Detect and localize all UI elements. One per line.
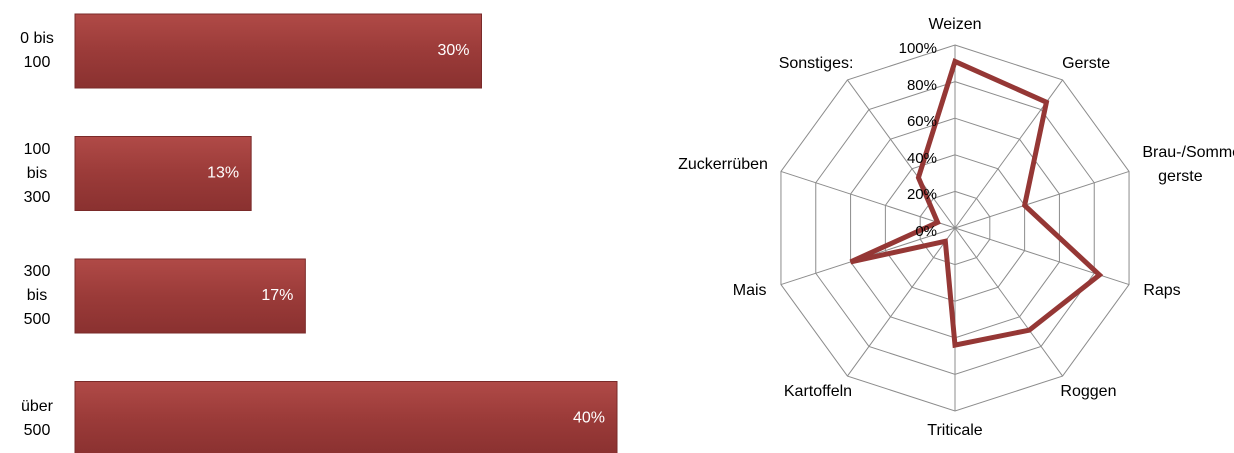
bar bbox=[74, 258, 306, 334]
value-label: 13% bbox=[207, 165, 239, 182]
value-label: 40% bbox=[573, 410, 605, 427]
category-label: über 500 bbox=[20, 397, 54, 439]
value-label: 17% bbox=[261, 287, 293, 304]
category-label: Gerste bbox=[1062, 54, 1111, 72]
category-label: Kartoffeln bbox=[783, 383, 853, 401]
r-tick-label: 20% bbox=[906, 186, 937, 204]
spoke bbox=[954, 170, 1130, 229]
r-tick-label: 80% bbox=[906, 76, 937, 94]
category-label: Weizen bbox=[928, 16, 982, 33]
category-label: Triticale bbox=[927, 422, 983, 439]
r-tick-label: 100% bbox=[898, 40, 937, 57]
category-label: Raps bbox=[1143, 281, 1181, 299]
category-label: Brau-/Sommer-gerste bbox=[1142, 144, 1234, 186]
category-label: Sonstiges: bbox=[778, 54, 854, 72]
category-label: Zuckerrüben bbox=[678, 156, 768, 174]
category-label: 300 bis 500 bbox=[23, 263, 51, 328]
bar bbox=[74, 13, 482, 89]
bar bbox=[74, 381, 618, 453]
r-tick-label: 0% bbox=[915, 223, 937, 240]
spoke bbox=[780, 170, 956, 229]
category-label: 0 bis 100 bbox=[20, 30, 54, 71]
spoke bbox=[847, 227, 956, 377]
spoke bbox=[954, 227, 1063, 377]
bar bbox=[74, 136, 252, 211]
category-label: Roggen bbox=[1060, 383, 1117, 401]
spoke bbox=[847, 79, 956, 229]
radar-line bbox=[849, 58, 1104, 349]
category-label: Mais bbox=[732, 281, 767, 299]
r-tick-label: 40% bbox=[906, 149, 937, 167]
r-tick-label: 60% bbox=[906, 113, 937, 131]
category-label: 100 bis 300 bbox=[23, 140, 51, 206]
value-label: 30% bbox=[437, 42, 469, 59]
spoke bbox=[954, 227, 1130, 286]
